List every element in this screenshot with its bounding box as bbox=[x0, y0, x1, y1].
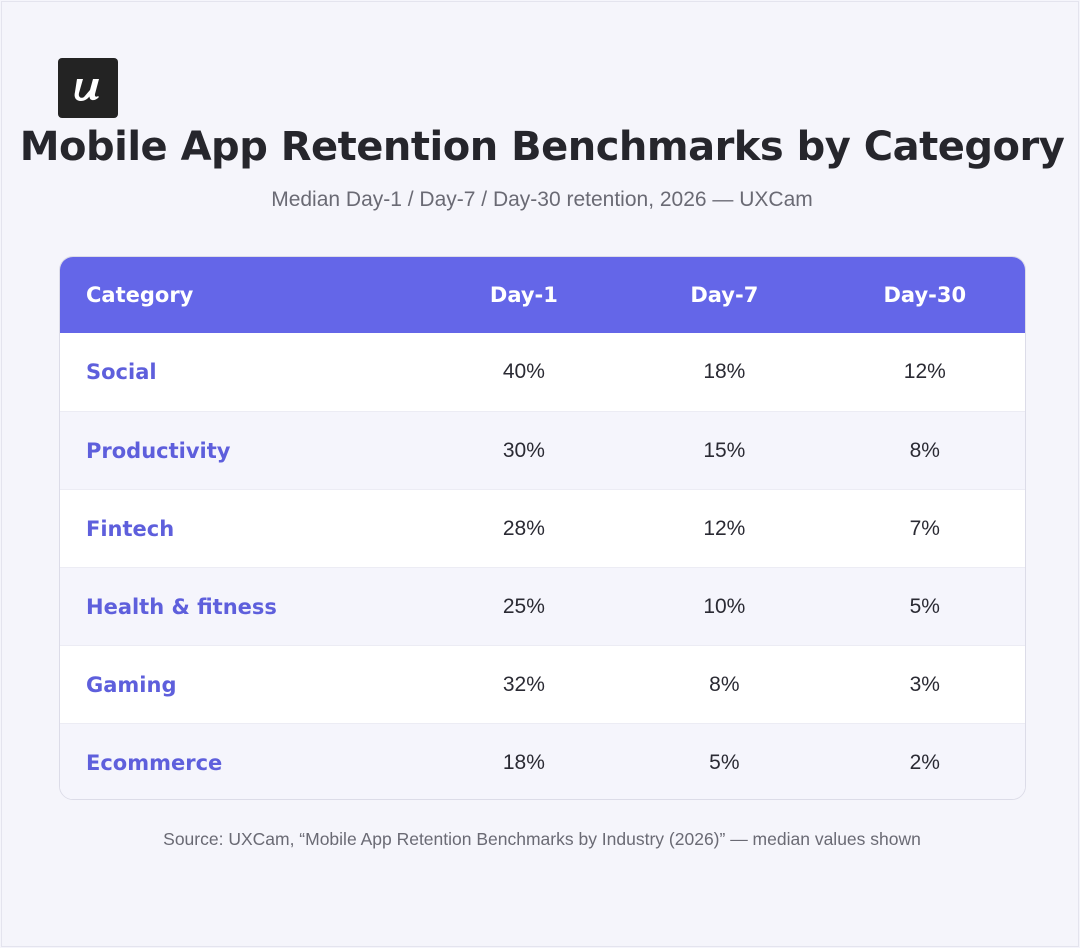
row-day1: 32% bbox=[502, 672, 545, 696]
column-header-day1: Day-1 bbox=[489, 283, 558, 307]
page-title: Mobile App Retention Benchmarks by Categ… bbox=[19, 124, 1065, 170]
row-category: Ecommerce bbox=[86, 750, 223, 775]
u-logo-glyph-icon bbox=[74, 79, 99, 101]
row-day7: 18% bbox=[703, 360, 746, 383]
table-row: Ecommerce 18% 5% 2% bbox=[60, 723, 1025, 799]
retention-table: Category Day-1 Day-7 Day-30 Social 40% 1… bbox=[59, 256, 1026, 800]
row-day7: 10% bbox=[703, 594, 746, 618]
table-row: Social 40% 18% 12% bbox=[60, 333, 1025, 411]
row-category: Productivity bbox=[86, 438, 231, 463]
table-row: Gaming 32% 8% 3% bbox=[60, 645, 1025, 723]
row-day1: 25% bbox=[502, 594, 545, 618]
row-category: Fintech bbox=[86, 516, 175, 541]
row-day30: 5% bbox=[909, 594, 940, 618]
row-day1: 40% bbox=[502, 360, 545, 383]
row-day1: 18% bbox=[502, 750, 545, 774]
row-category: Social bbox=[86, 360, 157, 384]
brand-logo-icon bbox=[58, 58, 118, 118]
row-day7: 8% bbox=[709, 672, 740, 696]
row-day30: 7% bbox=[909, 516, 940, 540]
table-row: Health & fitness 25% 10% 5% bbox=[60, 567, 1025, 645]
row-day1: 30% bbox=[502, 438, 545, 462]
column-header-day30: Day-30 bbox=[883, 283, 967, 307]
column-header-day7: Day-7 bbox=[690, 283, 759, 307]
source-note: Source: UXCam, “Mobile App Retention Ben… bbox=[163, 829, 921, 849]
page-subtitle: Median Day-1 / Day-7 / Day-30 retention,… bbox=[271, 188, 813, 211]
row-day30: 2% bbox=[909, 750, 940, 774]
row-day30: 3% bbox=[909, 672, 940, 696]
row-day30: 8% bbox=[909, 438, 940, 462]
column-header-category: Category bbox=[86, 283, 194, 307]
table-row: Productivity 30% 15% 8% bbox=[60, 411, 1025, 489]
row-category: Health & fitness bbox=[86, 594, 277, 619]
row-day7: 5% bbox=[709, 750, 740, 774]
row-day30: 12% bbox=[903, 360, 946, 383]
row-day7: 12% bbox=[703, 516, 746, 540]
row-day7: 15% bbox=[703, 438, 746, 462]
row-category: Gaming bbox=[86, 672, 177, 697]
table-row: Fintech 28% 12% 7% bbox=[60, 489, 1025, 567]
table-header-row: Category Day-1 Day-7 Day-30 bbox=[60, 257, 1025, 333]
row-day1: 28% bbox=[502, 516, 545, 540]
